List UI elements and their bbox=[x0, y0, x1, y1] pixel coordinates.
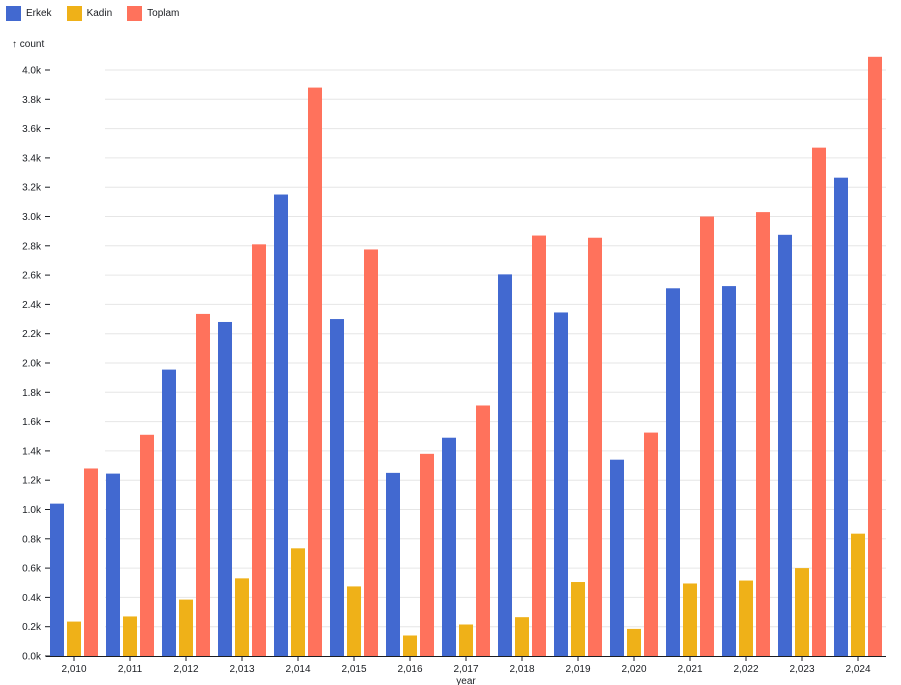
y-tick-label: 3.6k bbox=[22, 124, 42, 135]
bar-toplam-0 bbox=[84, 468, 98, 656]
bar-toplam-5 bbox=[364, 249, 378, 656]
x-axis-label: year bbox=[456, 676, 476, 685]
bar-erkek-1 bbox=[106, 473, 120, 656]
bar-erkek-3 bbox=[218, 321, 232, 656]
bar-kadin-13 bbox=[795, 568, 809, 656]
y-tick-label: 3.8k bbox=[22, 95, 42, 106]
x-tick-label: 2,013 bbox=[229, 664, 254, 675]
legend-swatch-kadin bbox=[66, 6, 82, 21]
bar-erkek-13 bbox=[778, 234, 792, 656]
x-axis: 2,010 2,011 2,012 2,013 2,014 2,015 2,016 2,017… bbox=[46, 656, 886, 675]
bar-erkek-11 bbox=[666, 288, 680, 656]
x-tick-label: 2,012 bbox=[173, 664, 198, 675]
bar-kadin-2 bbox=[179, 599, 193, 656]
legend-label-kadin: Kadin bbox=[86, 8, 113, 19]
legend: Erkek Kadin Toplam bbox=[6, 6, 194, 21]
y-tick-label: 1.6k bbox=[22, 417, 42, 428]
legend-item-toplam: Toplam bbox=[127, 6, 179, 21]
bar-erkek-0 bbox=[50, 503, 64, 656]
y-axis-label: ↑ count bbox=[12, 39, 44, 50]
bar-erkek-9 bbox=[554, 312, 568, 656]
bar-erkek-7 bbox=[442, 437, 456, 656]
y-tick-label: 0.2k bbox=[22, 622, 42, 633]
bar-toplam-9 bbox=[588, 237, 602, 656]
bar-erkek-8 bbox=[498, 274, 512, 656]
legend-swatch-toplam bbox=[127, 6, 143, 21]
y-tick-label: 2.2k bbox=[22, 329, 42, 340]
x-tick-label: 2,010 bbox=[61, 664, 86, 675]
bar-toplam-7 bbox=[476, 405, 490, 656]
y-tick-label: 1.4k bbox=[22, 446, 42, 457]
bar-kadin-4 bbox=[291, 548, 305, 656]
legend-swatch-erkek bbox=[6, 6, 21, 21]
bar-kadin-7 bbox=[459, 624, 473, 656]
x-tick-label: 2,017 bbox=[453, 664, 478, 675]
bar-toplam-2 bbox=[196, 313, 210, 656]
y-tick-label: 0.4k bbox=[22, 593, 42, 604]
bar-kadin-8 bbox=[515, 617, 529, 656]
y-tick-label: 3.2k bbox=[22, 183, 42, 194]
bar-toplam-10 bbox=[644, 432, 658, 656]
x-tick-label: 2,022 bbox=[733, 664, 758, 675]
bar-toplam-1 bbox=[140, 434, 154, 656]
y-tick-label: 2.8k bbox=[22, 241, 42, 252]
bar-toplam-3 bbox=[252, 244, 266, 656]
legend-label-erkek: Erkek bbox=[26, 8, 52, 19]
bar-kadin-12 bbox=[739, 580, 753, 656]
y-tick-label: 0.6k bbox=[22, 564, 42, 575]
x-tick-label: 2,023 bbox=[789, 664, 814, 675]
bar-kadin-3 bbox=[235, 578, 249, 656]
x-tick-label: 2,016 bbox=[397, 664, 422, 675]
bar-kadin-11 bbox=[683, 583, 697, 656]
bar-erkek-4 bbox=[274, 194, 288, 656]
bar-kadin-6 bbox=[403, 635, 417, 656]
y-tick-label: 0.0k bbox=[22, 652, 42, 663]
y-tick-label: 0.8k bbox=[22, 534, 42, 545]
bar-erkek-5 bbox=[330, 319, 344, 656]
legend-item-erkek: Erkek bbox=[6, 6, 52, 21]
y-tick-label: 1.2k bbox=[22, 476, 42, 487]
y-tick-label: 1.0k bbox=[22, 505, 42, 516]
y-tick-label: 3.4k bbox=[22, 153, 42, 164]
bars bbox=[50, 56, 882, 657]
bar-toplam-6 bbox=[420, 453, 434, 656]
bar-toplam-4 bbox=[308, 87, 322, 656]
legend-label-toplam: Toplam bbox=[147, 8, 180, 19]
y-tick-label: 2.6k bbox=[22, 271, 42, 282]
bar-erkek-14 bbox=[834, 177, 848, 657]
legend-item-kadin: Kadin bbox=[66, 6, 113, 21]
x-tick-label: 2,018 bbox=[509, 664, 534, 675]
grid-lines bbox=[105, 69, 886, 628]
bar-kadin-0 bbox=[67, 621, 81, 656]
bar-erkek-2 bbox=[162, 369, 176, 656]
y-tick-label: 2.4k bbox=[22, 300, 42, 311]
bar-toplam-8 bbox=[532, 235, 546, 657]
x-tick-label: 2,024 bbox=[845, 664, 870, 675]
bar-kadin-9 bbox=[571, 582, 585, 656]
y-tick-label: 3.0k bbox=[22, 212, 42, 223]
bar-erkek-12 bbox=[722, 286, 736, 656]
bar-kadin-5 bbox=[347, 586, 361, 656]
bar-kadin-14 bbox=[851, 533, 865, 656]
bar-kadin-10 bbox=[627, 628, 641, 656]
bar-toplam-12 bbox=[756, 212, 770, 657]
x-tick-label: 2,014 bbox=[285, 664, 310, 675]
y-tick-label: 2.0k bbox=[22, 359, 42, 370]
y-tick-label: 4.0k bbox=[22, 66, 42, 77]
y-tick-label: 1.8k bbox=[22, 388, 42, 399]
x-tick-label: 2,020 bbox=[621, 664, 646, 675]
bar-toplam-13 bbox=[812, 147, 826, 656]
bar-erkek-6 bbox=[386, 472, 400, 656]
x-tick-label: 2,015 bbox=[341, 664, 366, 675]
bar-erkek-10 bbox=[610, 459, 624, 656]
y-axis: 0.0k 0.2k 0.4k 0.6k 0.8k 1.0k 1.2k 1.4k 1.6k 1.8k… bbox=[22, 66, 50, 663]
bar-toplam-14 bbox=[868, 56, 882, 656]
x-tick-label: 2,021 bbox=[677, 664, 702, 675]
x-tick-label: 2,011 bbox=[118, 664, 143, 675]
bar-kadin-1 bbox=[123, 616, 137, 656]
x-tick-label: 2,019 bbox=[565, 664, 590, 675]
bar-toplam-11 bbox=[700, 216, 714, 656]
